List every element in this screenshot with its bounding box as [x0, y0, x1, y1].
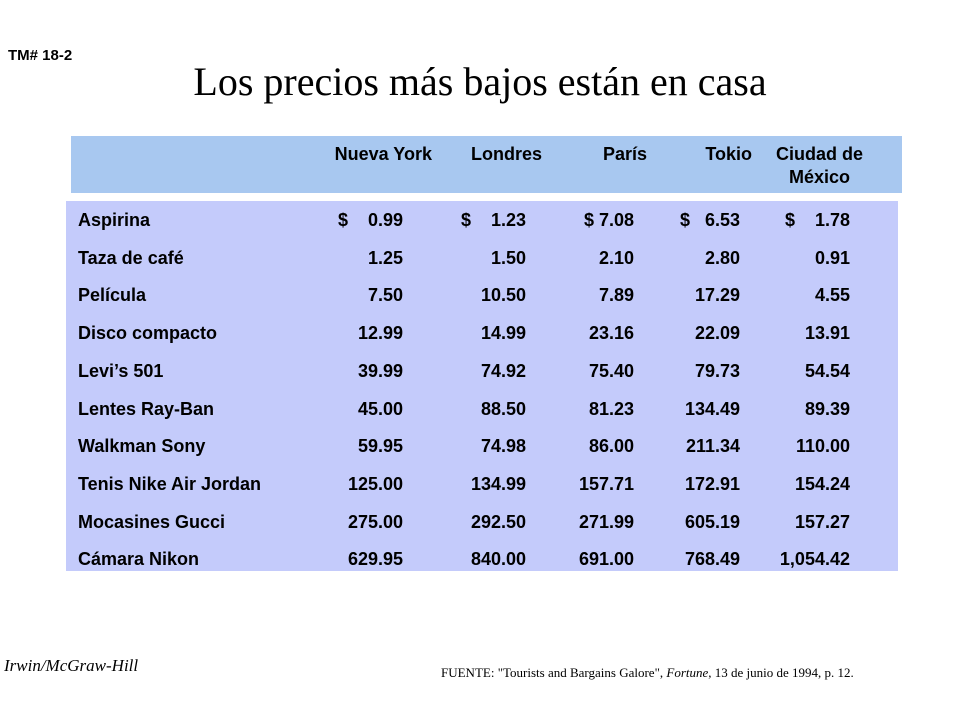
row-label: Levi’s 501	[78, 360, 164, 381]
price-cell: 10.50	[480, 285, 526, 306]
price-cell: 45.00	[357, 398, 403, 419]
column-header-paris: París	[602, 144, 647, 164]
price-cell: 134.49	[684, 398, 740, 419]
price-cell: 74.98	[480, 436, 526, 457]
price-cell: 840.00	[470, 549, 526, 570]
price-cell: 17.29	[694, 285, 740, 306]
table-row: Walkman Sony 59.95 74.98 86.00 211.34 110.00	[66, 427, 898, 464]
price-cell: 271.99	[578, 511, 634, 532]
table-row: Tenis Nike Air Jordan 125.00 134.99 157.71 1…	[66, 465, 898, 502]
column-header-ciudad-de-mexico: Ciudad de México	[775, 144, 863, 187]
price-cell: 81.23	[588, 398, 634, 419]
price-cell: 54.54	[804, 360, 850, 381]
price-cell: 172.91	[684, 473, 740, 494]
table-row: Película 7.50 10.50 7.89 17.29 4.55	[66, 276, 898, 313]
row-label: Lentes Ray-Ban	[78, 398, 215, 419]
row-label: Película	[78, 285, 147, 306]
table-row: Cámara Nikon 629.95 840.00 691.00 768.49 1,05…	[66, 540, 898, 577]
price-cell: 691.00	[578, 549, 634, 570]
price-table: Aspirina $ 0.99 $ 1.23 $ 7.08 $ 6.53 $ 1.78 Ta…	[66, 201, 898, 571]
price-cell: $ 6.53	[679, 210, 740, 230]
price-cell: 1.25	[367, 247, 403, 268]
price-cell: $ 1.78	[784, 210, 850, 230]
price-cell: 125.00	[347, 473, 403, 494]
price-cell: 157.27	[794, 511, 850, 532]
price-cell: 12.99	[357, 323, 403, 344]
row-label: Mocasines Gucci	[78, 511, 226, 532]
price-cell: 23.16	[588, 323, 634, 344]
row-label: Aspirina	[78, 210, 151, 230]
page-title: Los precios más bajos están en casa	[193, 59, 767, 104]
price-cell: 211.34	[685, 436, 740, 457]
price-cell: 134.99	[470, 473, 526, 494]
source-prefix: FUENTE: "Tourists and Bargains Galore",	[441, 665, 667, 680]
source-journal: Fortune	[666, 665, 709, 680]
price-cell: 1.50	[490, 247, 526, 268]
table-header: Nueva York Londres París Tokio Ciudad de…	[71, 136, 902, 193]
price-cell: 74.92	[480, 360, 526, 381]
price-cell: 768.49	[684, 549, 740, 570]
price-cell: 75.40	[588, 360, 634, 381]
column-header-londres: Londres	[470, 144, 542, 164]
price-cell: 59.95	[357, 436, 403, 457]
column-header-nueva-york: Nueva York	[334, 144, 432, 164]
price-cell: 88.50	[480, 398, 526, 419]
price-cell: 0.91	[814, 247, 850, 268]
table-row: Lentes Ray-Ban 45.00 88.50 81.23 134.49 89.39	[66, 390, 898, 427]
price-cell: 39.99	[357, 360, 403, 381]
row-label: Taza de café	[78, 247, 184, 268]
publisher-credit: Irwin/McGraw-Hill	[4, 656, 139, 675]
table-row: Mocasines Gucci 275.00 292.50 271.99 605.19 1…	[66, 503, 898, 540]
price-cell: 2.80	[704, 247, 740, 268]
column-header-tokio: Tokio	[705, 144, 752, 164]
price-cell: 22.09	[694, 323, 740, 344]
price-cell: 2.10	[598, 247, 634, 268]
price-cell: 79.73	[694, 360, 740, 381]
table-row: Levi’s 501 39.99 74.92 75.40 79.73 54.54	[66, 352, 898, 389]
row-label: Tenis Nike Air Jordan	[78, 473, 262, 494]
table-row: Aspirina $ 0.99 $ 1.23 $ 7.08 $ 6.53 $ 1.78	[66, 201, 898, 238]
row-label: Disco compacto	[78, 323, 218, 344]
slide-label: TM# 18-2	[8, 47, 73, 64]
price-cell: 157.71	[578, 473, 634, 494]
price-cell: 89.39	[804, 398, 850, 419]
price-cell: 110.00	[795, 436, 850, 457]
price-cell: 13.91	[804, 323, 850, 344]
price-cell: 275.00	[347, 511, 403, 532]
price-cell: 7.89	[598, 285, 634, 306]
price-cell: 4.55	[814, 285, 850, 306]
price-cell: 1,054.42	[779, 549, 850, 570]
source-note: FUENTE: "Tourists and Bargains Galore", …	[441, 665, 854, 681]
row-label: Walkman Sony	[78, 436, 206, 457]
price-cell: 292.50	[470, 511, 526, 532]
price-cell: 14.99	[480, 323, 526, 344]
price-cell: 86.00	[588, 436, 634, 457]
price-cell: 605.19	[684, 511, 740, 532]
price-cell: $ 0.99	[337, 210, 403, 230]
table-row: Disco compacto 12.99 14.99 23.16 22.09 13.91	[66, 314, 898, 351]
table-row: Taza de café 1.25 1.50 2.10 2.80 0.91	[66, 239, 898, 276]
price-cell: 629.95	[347, 549, 403, 570]
price-cell: $ 1.23	[460, 210, 526, 230]
price-cell: 7.50	[367, 285, 403, 306]
price-cell: 154.24	[794, 473, 850, 494]
source-suffix: , 13 de junio de 1994, p. 12.	[708, 665, 854, 680]
row-label: Cámara Nikon	[78, 549, 200, 570]
price-cell: $ 7.08	[583, 210, 634, 230]
